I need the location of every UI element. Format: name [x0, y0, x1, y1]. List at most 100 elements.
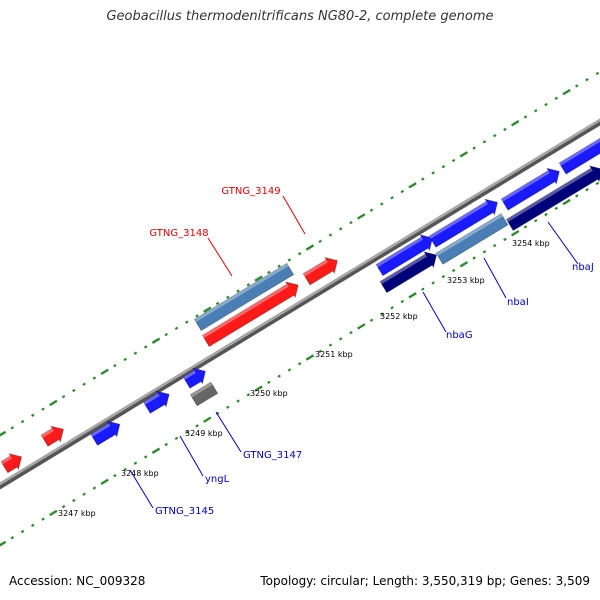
- inner-ring-tick: [408, 292, 417, 299]
- gene-arrow-highlight: [506, 168, 593, 222]
- outer-ring-tick: [305, 244, 315, 251]
- outer-ring-tick: [380, 202, 384, 206]
- outer-ring-tick: [441, 165, 446, 169]
- inner-ring-tick: [441, 275, 446, 279]
- gene-arrow: [182, 367, 206, 389]
- genome-stats-label: Topology: circular; Length: 3,550,319 bp…: [260, 574, 590, 588]
- inner-ring-tick: [305, 354, 315, 361]
- inner-ring-tick: [174, 436, 179, 440]
- inner-ring-tick: [431, 281, 435, 285]
- outer-ring-tick: [459, 151, 469, 158]
- inner-ring-tick: [554, 206, 559, 210]
- gene-label: nbaI: [507, 297, 529, 308]
- inner-dot-ring: [0, 181, 600, 547]
- inner-ring-tick: [72, 498, 76, 503]
- outer-ring-tick: [390, 196, 394, 200]
- outer-ring-tick: [369, 208, 374, 212]
- inner-ring-tick: [20, 529, 25, 534]
- gene-label: nbaG: [446, 330, 473, 341]
- inner-ring-tick: [421, 287, 425, 291]
- inner-ring-tick: [0, 540, 7, 547]
- gene-arrow-highlight: [183, 370, 196, 380]
- label-leader-lines: [129, 195, 579, 509]
- tick-label: 3254 kbp: [512, 239, 550, 248]
- inner-ring-tick: [41, 517, 45, 521]
- tick-label: 3251 kbp: [315, 350, 353, 359]
- genome-backbone: [0, 118, 600, 490]
- inner-ring-tick: [400, 299, 405, 304]
- gene-arrow: [375, 234, 434, 277]
- outer-ring-tick: [49, 399, 58, 407]
- inner-ring-tick: [287, 368, 292, 372]
- outer-ring-tick: [195, 314, 199, 318]
- inner-ring-tick: [349, 330, 353, 335]
- inner-ring-tick: [61, 505, 66, 509]
- outer-ring-tick: [338, 227, 343, 231]
- gene-arrow-highlight: [41, 428, 54, 438]
- inner-ring-tick: [380, 312, 384, 316]
- outer-ring-tick: [595, 71, 600, 76]
- gene-label: GTNG_3145: [155, 506, 214, 517]
- inner-ring-tick: [195, 424, 199, 428]
- gene-arrow-highlight: [190, 382, 213, 398]
- outer-ring-tick: [408, 182, 417, 189]
- outer-ring-tick: [349, 220, 353, 225]
- outer-ring-tick: [451, 158, 456, 163]
- inner-ring-tick: [492, 243, 497, 248]
- inner-ring-tick: [246, 393, 251, 397]
- outer-ring-tick: [113, 363, 117, 368]
- outer-ring-tick: [164, 332, 168, 337]
- inner-ring-tick: [472, 256, 476, 260]
- outer-ring-tick: [236, 289, 240, 293]
- outer-ring-tick: [10, 426, 15, 430]
- outer-ring-tick: [41, 407, 45, 411]
- tick-label: 3253 kbp: [447, 276, 485, 285]
- outer-ring-tick: [267, 270, 271, 275]
- inner-ring-tick: [100, 478, 109, 486]
- leader-line: [129, 469, 154, 509]
- outer-ring-tick: [523, 115, 528, 119]
- gene-arrow: [201, 281, 299, 348]
- leader-line: [179, 435, 204, 477]
- gene-arrow-highlight: [376, 237, 424, 268]
- gene-arrow: [189, 381, 219, 407]
- inner-ring-tick: [595, 181, 600, 186]
- outer-ring-tick: [151, 337, 161, 344]
- inner-ring-tick: [459, 261, 469, 268]
- inner-ring-tick: [544, 212, 548, 217]
- outer-ring-tick: [20, 419, 25, 424]
- inner-ring-tick: [184, 430, 189, 434]
- outer-ring-tick: [61, 395, 66, 399]
- inner-ring-tick: [390, 306, 394, 310]
- outer-ring-tick: [246, 283, 251, 287]
- outer-ring-tick: [215, 301, 220, 306]
- outer-ring-tick: [328, 233, 333, 237]
- tick-label: 3250 kbp: [250, 389, 288, 398]
- inner-ring-tick: [328, 343, 333, 347]
- inner-ring-tick: [357, 323, 366, 330]
- outer-ring-tick: [554, 96, 559, 100]
- inner-ring-tick: [318, 349, 322, 353]
- inner-ring-tick: [151, 447, 161, 454]
- outer-dot-ring: [0, 71, 600, 437]
- gene-arrow-highlight: [429, 201, 488, 239]
- inner-ring-tick: [92, 486, 97, 490]
- inner-ring-tick: [297, 362, 302, 366]
- gene-arrow: [500, 167, 560, 211]
- outer-ring-tick: [203, 306, 212, 313]
- inner-ring-tick: [203, 416, 212, 423]
- inner-ring-tick: [575, 194, 579, 198]
- outer-ring-tick: [575, 84, 579, 88]
- inner-ring-tick: [10, 536, 15, 540]
- gene-label: GTNG_3149: [221, 186, 280, 197]
- leader-line: [207, 237, 233, 277]
- outer-ring-tick: [254, 275, 263, 282]
- leader-line: [422, 291, 447, 333]
- inner-ring-tick: [267, 380, 271, 385]
- outer-ring-tick: [357, 213, 366, 220]
- inner-ring-tick: [113, 473, 117, 478]
- inner-ring-tick: [523, 225, 528, 229]
- inner-ring-tick: [82, 492, 86, 496]
- tick-label: 3248 kbp: [121, 469, 159, 478]
- inner-ring-tick: [511, 229, 520, 237]
